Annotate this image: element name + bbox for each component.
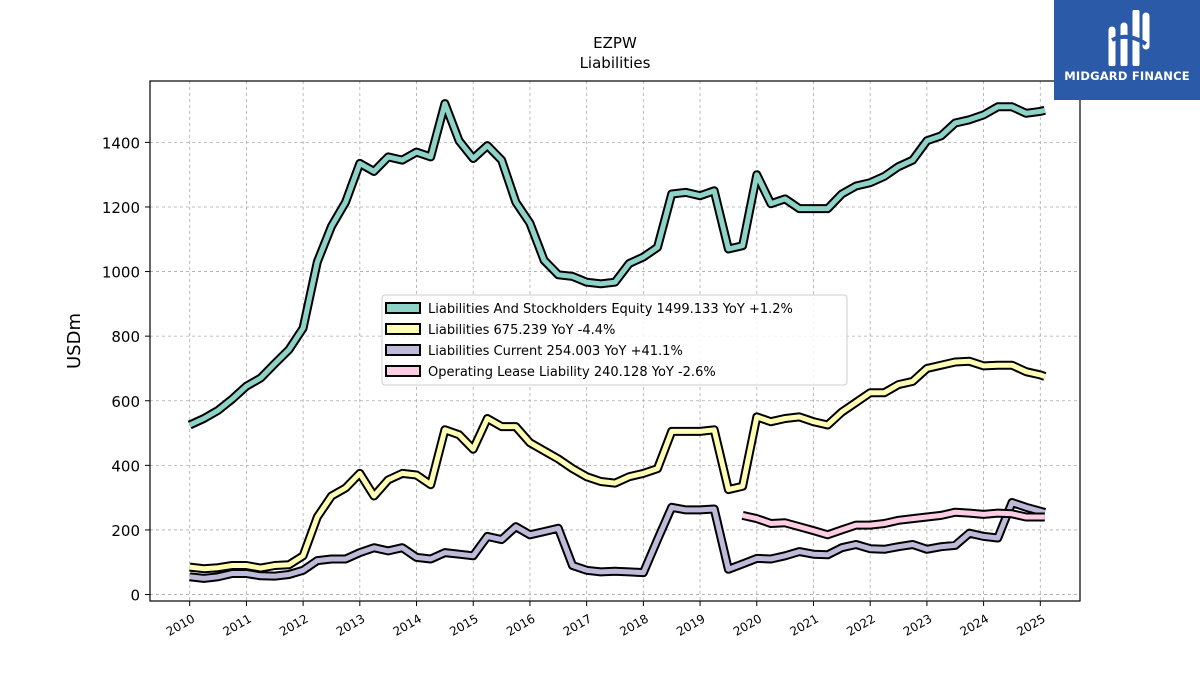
chart-subtitle: Liabilities: [580, 54, 651, 72]
series-line-liabilities: [189, 358, 1046, 572]
midgard-logo-icon: [1108, 10, 1150, 66]
series-layer: [187, 99, 1047, 583]
x-tick-label: 2015: [447, 611, 480, 638]
legend-box: [381, 294, 848, 386]
legend-swatch: [385, 323, 421, 335]
chart-title: EZPW: [593, 34, 637, 52]
y-tick-label: 600: [111, 393, 140, 411]
legend-swatch: [385, 302, 421, 314]
x-tick-label: 2013: [334, 611, 367, 638]
y-tick-label: 800: [111, 328, 140, 346]
x-tick-label: 2017: [561, 611, 594, 638]
legend-swatch: [385, 344, 421, 356]
x-tick-label: 2019: [674, 611, 707, 638]
legend-label: Liabilities Current 254.003 YoY +41.1%: [428, 344, 683, 359]
brand-name: MIDGARD FINANCE: [1064, 69, 1190, 83]
y-tick-label: 1400: [102, 134, 140, 152]
y-tick-label: 0: [130, 587, 140, 605]
x-tick-label: 2012: [277, 611, 310, 638]
x-tick-label: 2014: [391, 611, 424, 638]
x-tick-label: 2011: [220, 611, 253, 638]
x-tick-label: 2020: [731, 611, 764, 638]
series-line-liabilities-and-stockholders-equity: [188, 101, 1046, 428]
y-tick-label: 1200: [102, 199, 140, 217]
y-tick-label: 1000: [102, 264, 140, 282]
x-tick-label: 2021: [788, 611, 821, 638]
x-tick-label: 2024: [958, 611, 991, 638]
y-tick-label: 400: [111, 457, 140, 475]
y-tick-label: 200: [111, 522, 140, 540]
x-tick-label: 2016: [504, 611, 537, 638]
y-axis-label: USDm: [64, 313, 85, 369]
series-line-operating-lease-liability: [742, 509, 1045, 538]
legend: Liabilities And Stockholders Equity 1499…: [381, 294, 848, 386]
legend-label: Operating Lease Liability 240.128 YoY -2…: [428, 365, 716, 380]
brand-badge: MIDGARD FINANCE: [1054, 0, 1200, 100]
series-outline-liabilities: [189, 356, 1047, 574]
plot-frame: [149, 80, 1081, 602]
legend-label: Liabilities And Stockholders Equity 1499…: [428, 302, 793, 317]
x-tick-label: 2025: [1014, 611, 1047, 638]
x-tick-label: 2022: [844, 611, 877, 638]
legend-label: Liabilities 675.239 YoY -4.4%: [428, 323, 615, 338]
x-tick-label: 2023: [901, 611, 934, 638]
x-tick-label: 2010: [164, 611, 197, 638]
x-tick-label: 2018: [617, 611, 650, 638]
series-line-liabilities-current: [189, 500, 1046, 581]
legend-swatch: [385, 365, 421, 377]
